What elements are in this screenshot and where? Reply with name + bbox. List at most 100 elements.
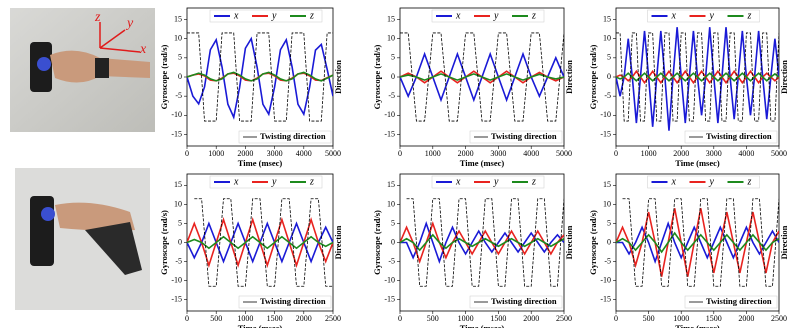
series-line xyxy=(187,36,333,120)
photo-bottom xyxy=(15,168,150,310)
legend-box xyxy=(469,295,563,309)
legend-label: z xyxy=(309,176,314,187)
y-tick-label: -5 xyxy=(604,256,611,265)
y-tick-label: -15 xyxy=(384,294,395,303)
x-tick-label: 1000 xyxy=(237,314,253,323)
y-tick-label: 0 xyxy=(178,72,182,81)
legend-label: Twisting direction xyxy=(706,296,772,306)
y2-axis-label: Direction xyxy=(779,225,789,259)
y-tick-label: 5 xyxy=(607,53,611,62)
y2-axis-label: Direction xyxy=(333,225,343,259)
legend-label: y xyxy=(493,176,499,187)
legend-label: Twisting direction xyxy=(260,296,326,306)
y-tick-label: 15 xyxy=(387,180,395,189)
y-tick-label: -5 xyxy=(604,91,611,100)
x-tick-label: 1000 xyxy=(641,149,657,158)
x-tick-label: 2000 xyxy=(738,314,754,323)
series-line xyxy=(400,221,564,264)
series-line xyxy=(187,71,333,82)
y-tick-label: 15 xyxy=(174,14,182,23)
x-tick-label: 1500 xyxy=(490,314,506,323)
y-tick-label: -5 xyxy=(388,91,395,100)
x-tick-label: 5000 xyxy=(325,149,341,158)
legend-label: y xyxy=(271,10,277,21)
y-tick-label: -15 xyxy=(171,129,182,138)
series-line xyxy=(616,72,779,82)
x-tick-label: 2000 xyxy=(523,314,539,323)
y-tick-label: 10 xyxy=(174,199,182,208)
y-axis-label: Gyroscope (rad/s) xyxy=(588,210,598,275)
y2-axis-label: Direction xyxy=(333,60,343,94)
y-axis-label: Gyroscope (rad/s) xyxy=(159,210,169,275)
x-axis-label: Time (msec) xyxy=(460,323,505,328)
photo-axis-label: x xyxy=(139,42,147,57)
x-tick-label: 2500 xyxy=(771,314,787,323)
x-axis-label: Time (msec) xyxy=(238,158,283,168)
legend-label: Twisting direction xyxy=(491,296,557,306)
y-tick-label: -15 xyxy=(600,129,611,138)
y2-axis-label: Direction xyxy=(564,60,574,94)
legend-label: y xyxy=(271,176,277,187)
series-line xyxy=(187,235,333,250)
legend-box xyxy=(469,130,563,144)
legend-label: x xyxy=(671,10,677,21)
x-tick-label: 3000 xyxy=(706,149,722,158)
legend-label: z xyxy=(531,176,536,187)
x-tick-label: 2000 xyxy=(673,149,689,158)
x-axis-label: Time (msec) xyxy=(675,158,720,168)
x-tick-label: 2000 xyxy=(237,149,253,158)
legend-label: z xyxy=(747,176,752,187)
legend-label: y xyxy=(709,10,715,21)
series-line xyxy=(406,198,564,287)
y-tick-label: -10 xyxy=(600,275,611,284)
series-line xyxy=(616,32,779,122)
x-tick-label: 0 xyxy=(185,149,189,158)
y-tick-label: -10 xyxy=(171,275,182,284)
y-axis-label: Gyroscope (rad/s) xyxy=(588,44,598,109)
series-line xyxy=(622,198,779,287)
y-tick-label: 10 xyxy=(387,199,395,208)
series-line xyxy=(400,73,564,81)
x-axis-label: Time (msec) xyxy=(675,323,720,328)
x-tick-label: 1000 xyxy=(425,149,441,158)
x-axis-label: Time (msec) xyxy=(460,158,505,168)
y-tick-label: -10 xyxy=(384,275,395,284)
y-tick-label: 0 xyxy=(391,72,395,81)
y-tick-label: -15 xyxy=(171,294,182,303)
legend-label: x xyxy=(233,10,239,21)
y-axis-label: Gyroscope (rad/s) xyxy=(159,44,169,109)
series-line xyxy=(616,221,779,264)
x-tick-label: 2500 xyxy=(325,314,341,323)
x-tick-label: 500 xyxy=(427,314,439,323)
legend-label: Twisting direction xyxy=(260,131,326,141)
y-tick-label: -10 xyxy=(384,110,395,119)
x-tick-label: 4000 xyxy=(296,149,312,158)
legend-label: y xyxy=(709,176,715,187)
legend-label: y xyxy=(493,10,499,21)
y-tick-label: 5 xyxy=(391,218,395,227)
x-tick-label: 4000 xyxy=(738,149,754,158)
x-tick-label: 3000 xyxy=(490,149,506,158)
x-tick-label: 0 xyxy=(398,149,402,158)
y-axis-label: Gyroscope (rad/s) xyxy=(372,44,382,109)
y-tick-label: 15 xyxy=(603,14,611,23)
x-axis-label: Time (msec) xyxy=(238,323,283,328)
y-tick-label: 5 xyxy=(178,218,182,227)
y-tick-label: 15 xyxy=(603,180,611,189)
y-tick-label: 10 xyxy=(174,33,182,42)
series-line xyxy=(194,198,333,287)
y-tick-label: 0 xyxy=(607,237,611,246)
x-tick-label: 0 xyxy=(614,149,618,158)
y-tick-label: 0 xyxy=(178,237,182,246)
series-line xyxy=(187,32,333,122)
plot-area xyxy=(615,173,780,312)
photo-axis-label: z xyxy=(94,10,101,25)
legend-label: x xyxy=(671,176,677,187)
y-tick-label: -5 xyxy=(388,256,395,265)
series-line xyxy=(616,231,779,254)
y-tick-label: 10 xyxy=(387,33,395,42)
x-tick-label: 3000 xyxy=(267,149,283,158)
x-tick-label: 500 xyxy=(643,314,655,323)
y-tick-label: -15 xyxy=(384,129,395,138)
